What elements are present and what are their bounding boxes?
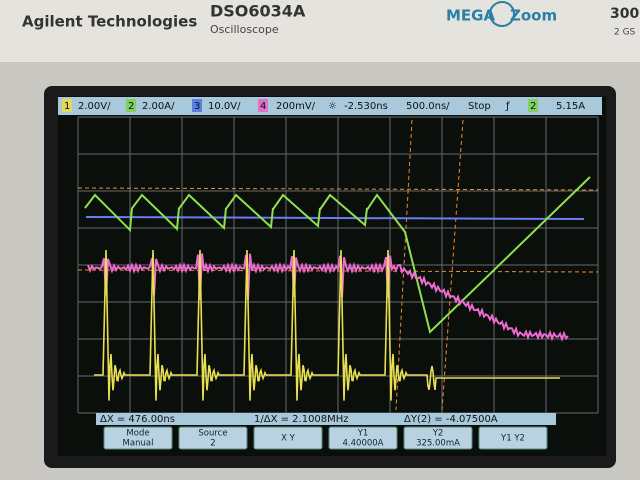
softkey[interactable] (478, 426, 548, 450)
softkey-label: Y1 Y2 (500, 434, 525, 444)
softkey[interactable] (103, 426, 173, 450)
softkey-value: 325.00mA (416, 439, 460, 449)
delay-icon: ☼ (328, 101, 337, 112)
ch2-badge (126, 99, 136, 112)
spec-top: 300 (610, 6, 639, 22)
ch1-trace (94, 249, 560, 401)
spec-bottom: 2 GS (614, 28, 636, 38)
ch2-trace (84, 176, 591, 334)
softkey[interactable] (253, 426, 323, 450)
model: DSO6034A (210, 2, 306, 21)
softkey-value: 2 (210, 439, 215, 449)
ch1-scale: 2.00V/ (78, 101, 111, 112)
top-panel (0, 0, 640, 62)
delta-x: ΔX = 476.00ns (100, 414, 175, 425)
trigger-icon: ƒ (505, 101, 510, 112)
ch4-badge (258, 99, 268, 112)
softkey[interactable] (403, 426, 473, 450)
ch4-trace (87, 253, 569, 343)
graticule (77, 116, 599, 414)
ch4-number: 4 (260, 101, 266, 112)
ch2-number: 2 (128, 101, 134, 112)
model-subtitle: Oscilloscope (210, 23, 279, 36)
brand: Agilent Technologies (22, 13, 197, 31)
ch2-scale: 2.00A/ (142, 101, 175, 112)
delta-y: ΔY(2) = -4.07500A (404, 414, 498, 425)
softkey-label: Mode (126, 429, 149, 439)
screen (58, 96, 606, 456)
softkey-label: X Y (281, 434, 296, 444)
softkey[interactable] (328, 426, 398, 450)
ch1-number: 1 (64, 101, 70, 112)
softkey-value: Manual (123, 439, 154, 449)
inverse-delta-x: 1/ΔX = 2.1008MHz (254, 414, 349, 425)
trigger-channel: 2 (530, 101, 536, 112)
logo-right: Zoom (510, 7, 557, 25)
ch3-badge (192, 99, 202, 112)
measure-bar (96, 413, 556, 425)
softkey[interactable] (178, 426, 248, 450)
trigger-badge (528, 99, 538, 112)
ch1-badge (62, 99, 72, 112)
ch4-scale: 200mV/ (276, 101, 316, 112)
ch3-scale: 10.0V/ (208, 101, 241, 112)
ch3-number: 3 (194, 101, 200, 112)
logo-ring (489, 1, 515, 27)
logo-left: MEGA (446, 7, 495, 25)
softkey-label: Y1 (357, 429, 369, 439)
softkey-value: 4.40000A (343, 439, 384, 449)
softkey-label: Y2 (432, 429, 444, 439)
cursor-y1 (77, 187, 599, 191)
trigger-level: 5.15A (556, 101, 585, 112)
ch3-trace (85, 216, 585, 220)
softkey-label: Source (198, 429, 227, 439)
delay: -2.530ns (344, 101, 388, 112)
timebase: 500.0ns/ (406, 101, 450, 112)
traces (84, 176, 591, 401)
run-state: Stop (468, 101, 491, 112)
